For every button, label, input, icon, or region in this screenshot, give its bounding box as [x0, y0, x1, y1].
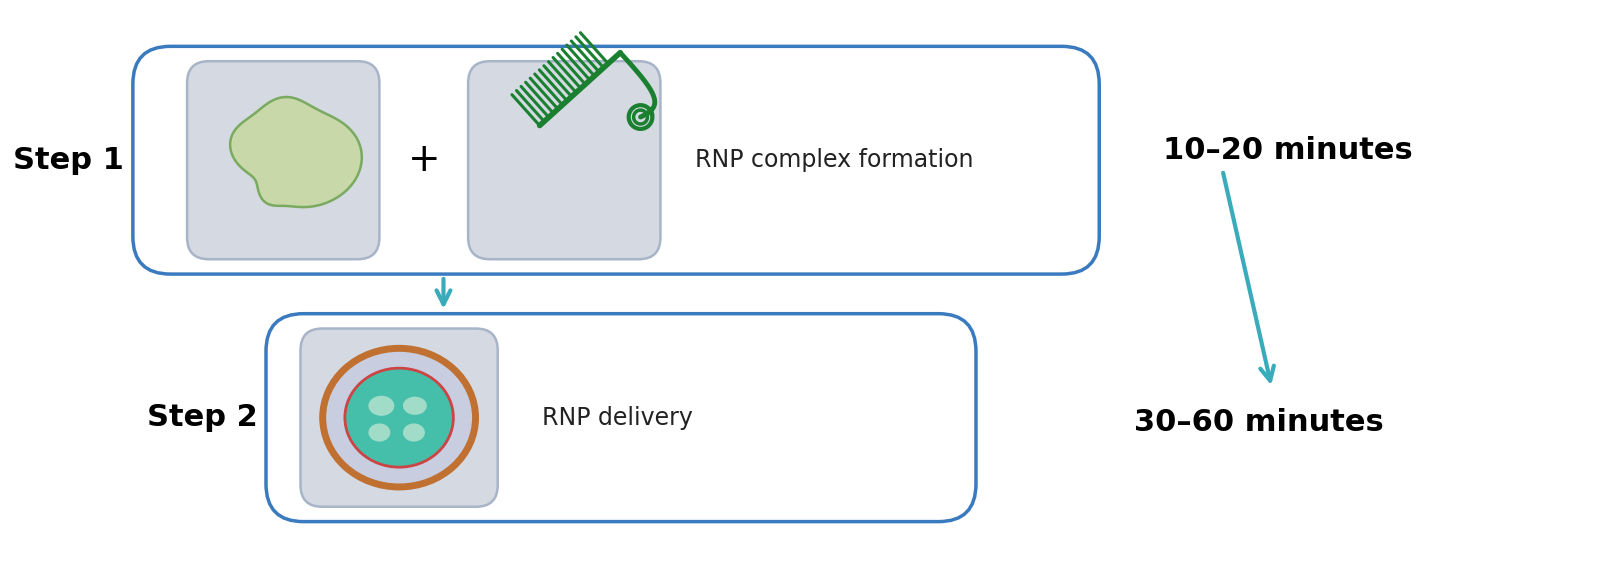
- Text: RNP complex formation: RNP complex formation: [694, 148, 973, 172]
- FancyBboxPatch shape: [133, 46, 1099, 274]
- Text: 30–60 minutes: 30–60 minutes: [1134, 408, 1384, 437]
- Text: +: +: [408, 141, 440, 179]
- Text: RNP delivery: RNP delivery: [542, 406, 693, 430]
- FancyBboxPatch shape: [469, 61, 661, 259]
- Ellipse shape: [368, 422, 392, 442]
- Ellipse shape: [402, 422, 426, 442]
- FancyBboxPatch shape: [187, 61, 379, 259]
- Ellipse shape: [323, 349, 475, 487]
- Ellipse shape: [346, 368, 453, 467]
- Ellipse shape: [368, 395, 395, 417]
- Ellipse shape: [402, 396, 427, 416]
- FancyBboxPatch shape: [266, 314, 976, 522]
- Polygon shape: [230, 97, 362, 207]
- Text: 10–20 minutes: 10–20 minutes: [1163, 136, 1413, 165]
- Text: Step 2: Step 2: [147, 403, 258, 432]
- FancyBboxPatch shape: [301, 329, 498, 507]
- Text: Step 1: Step 1: [13, 146, 125, 175]
